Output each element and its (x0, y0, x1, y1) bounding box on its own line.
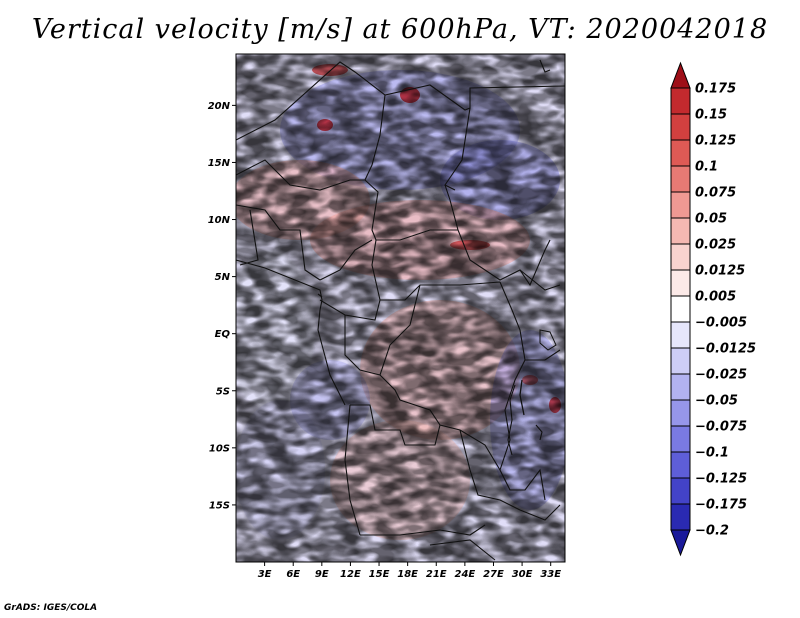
colorbar-top-arrow (670, 61, 691, 89)
lon-tick-label: 27E (483, 569, 504, 580)
lon-tick-label: 12E (340, 569, 361, 580)
lat-tick-label: 15N (208, 158, 231, 169)
lon-tick-label: 21E (426, 569, 447, 580)
colorbar-swatch (670, 347, 691, 375)
colorbar-swatch (670, 503, 691, 531)
colorbar-label: 0.075 (695, 186, 736, 201)
latitude-axis: 20N 15N 10N 5N EQ 5S 10S 15S (208, 101, 236, 511)
lon-tick-label: 18E (397, 569, 418, 580)
colorbar-swatch (670, 113, 691, 141)
map-frame (235, 53, 566, 563)
colorbar-label: −0.175 (695, 498, 747, 513)
colorbar-label: −0.005 (695, 316, 747, 331)
colorbar-label: −0.2 (695, 524, 729, 539)
colorbar-swatch (670, 373, 691, 401)
lat-tick-label: 20N (208, 101, 231, 112)
colorbar-label: 0.1 (695, 160, 718, 175)
colorbar-swatch (670, 477, 691, 505)
colorbar-swatch (670, 399, 691, 427)
colorbar-label: −0.0125 (695, 342, 756, 357)
colorbar-label: 0.025 (695, 238, 736, 253)
grads-credit: GrADS: IGES/COLA (4, 603, 98, 613)
longitude-axis: 3E 6E 9E 12E 15E 18E 21E 24E 27E 30E 33E (258, 562, 561, 580)
vertical-velocity-field (236, 54, 565, 562)
colorbar-label: 0.175 (695, 82, 736, 97)
country-borders (236, 59, 565, 561)
colorbar-swatch (670, 295, 691, 323)
colorbar-label: 0.05 (695, 212, 727, 227)
lat-tick-label: 10S (209, 443, 230, 454)
colorbar-label: 0.005 (695, 290, 736, 305)
lat-tick-label: 15S (209, 500, 230, 511)
lon-tick-label: 9E (315, 569, 329, 580)
lat-tick-label: 5N (215, 272, 231, 283)
colorbar-label: −0.075 (695, 420, 747, 435)
lon-tick-label: 33E (540, 569, 561, 580)
lat-tick-label: 10N (208, 215, 231, 226)
colorbar-label: −0.05 (695, 394, 738, 409)
colorbar-swatch (670, 269, 691, 297)
colorbar-swatch (670, 451, 691, 479)
lon-tick-label: 15E (369, 569, 390, 580)
colorbar-swatch (670, 139, 691, 167)
colorbar-swatch (670, 217, 691, 245)
colorbar-swatch (670, 165, 691, 193)
lat-tick-label: 5S (216, 386, 230, 397)
colorbar-swatch (670, 321, 691, 349)
lon-tick-label: 24E (454, 569, 475, 580)
lon-tick-label: 6E (286, 569, 300, 580)
colorbar-swatch (670, 243, 691, 271)
lon-tick-label: 3E (258, 569, 272, 580)
lon-tick-label: 30E (512, 569, 533, 580)
colorbar-label: 0.0125 (695, 264, 745, 279)
colorbar-swatch (670, 87, 691, 115)
colorbar-legend: 0.175 0.15 0.125 0.1 0.075 0.05 0.025 0.0125 0.0… (670, 61, 756, 557)
colorbar-label: −0.125 (695, 472, 747, 487)
colorbar-bottom-arrow (670, 529, 691, 557)
colorbar-label: 0.125 (695, 134, 736, 149)
lat-tick-label: EQ (215, 329, 231, 340)
colorbar-swatch (670, 191, 691, 219)
colorbar-label: −0.025 (695, 368, 747, 383)
chart-title: Vertical velocity [m/s] at 600hPa, VT: 2… (31, 14, 769, 45)
colorbar-swatch (670, 425, 691, 453)
colorbar-label: 0.15 (695, 108, 727, 123)
colorbar-label: −0.1 (695, 446, 729, 461)
